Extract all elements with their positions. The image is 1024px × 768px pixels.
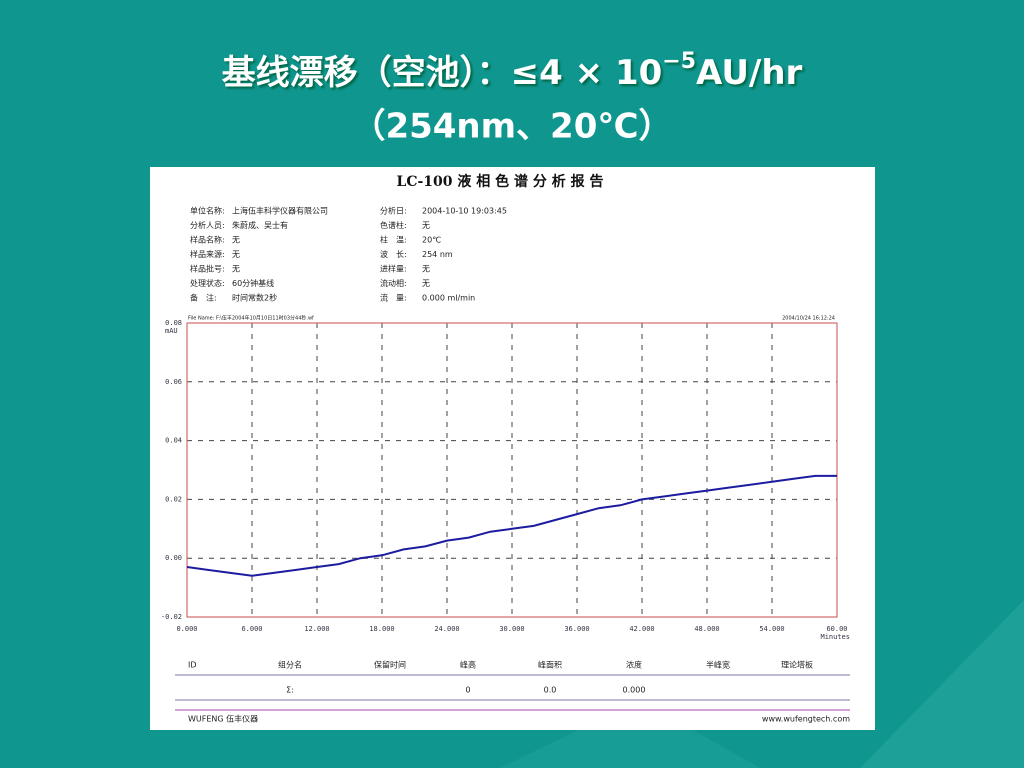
- background-decoration: [500, 700, 760, 768]
- title-unit: AU/hr: [696, 53, 802, 93]
- footer-left: WUFENG 伍丰仪器: [188, 714, 258, 724]
- table-cell: 0.0: [544, 686, 557, 695]
- field-value: 无: [422, 279, 430, 288]
- field-value: 60分钟基线: [232, 278, 274, 288]
- table-header: 浓度: [626, 660, 642, 670]
- y-tick-label: 0.00: [165, 554, 182, 562]
- footer-right: www.wufengtech.com: [762, 715, 850, 724]
- y-tick-label: 0.06: [165, 378, 182, 386]
- field-value: 2004-10-10 19:03:45: [422, 207, 507, 216]
- table-header: 峰高: [460, 660, 476, 670]
- field-value: 0.000 ml/min: [422, 294, 475, 303]
- background-decoration: [860, 600, 1024, 768]
- field-label: 波 长:: [380, 249, 407, 259]
- table-header: ID: [188, 661, 197, 670]
- file-name: File Name: F:\伍丰2004年10月10日11时03分44秒.wf: [188, 315, 314, 322]
- field-value: 朱蔚成、吴士有: [232, 220, 288, 230]
- field-label: 分析人员:: [190, 220, 225, 230]
- field-label: 样品名称:: [190, 235, 225, 245]
- title-main: 基线漂移（空池）：≤4 × 10: [222, 53, 663, 93]
- x-tick-label: 60.00: [826, 625, 847, 633]
- x-tick-label: 48.000: [694, 625, 719, 633]
- field-label: 样品批号:: [190, 264, 225, 274]
- y-tick-label: 0.02: [165, 495, 182, 503]
- x-tick-label: 42.000: [629, 625, 654, 633]
- x-tick-label: 54.000: [759, 625, 784, 633]
- field-label: 分析日:: [380, 206, 407, 216]
- field-value: 无: [232, 250, 240, 259]
- table-header: 保留时间: [374, 660, 406, 670]
- field-value: 无: [422, 265, 430, 274]
- y-tick-label: 0.04: [165, 437, 182, 445]
- field-label: 色谱柱:: [380, 220, 407, 230]
- field-label: 样品来源:: [190, 249, 225, 259]
- slide-title: 基线漂移（空池）：≤4 × 10−5AU/hr: [222, 49, 803, 93]
- table-cell: 0.000: [623, 686, 646, 695]
- x-tick-label: 36.000: [564, 625, 589, 633]
- x-tick-label: 24.000: [434, 625, 459, 633]
- x-tick-label: 0.000: [176, 625, 197, 633]
- table-header: 峰面积: [538, 660, 562, 670]
- report-title: LC-100 液 相 色 谱 分 析 报 告: [396, 173, 603, 190]
- slide-subtitle: （254nm、20℃）: [351, 107, 672, 147]
- table-cell: 0: [465, 686, 470, 695]
- x-tick-label: 12.000: [304, 625, 329, 633]
- field-value: 无: [422, 221, 430, 230]
- baseline-trace: [186, 474, 837, 577]
- field-value: 时间常数2秒: [232, 293, 277, 303]
- field-value: 254 nm: [422, 250, 453, 259]
- field-value: 20℃: [422, 236, 441, 245]
- y-axis-label: mAU: [165, 327, 178, 335]
- x-tick-label: 18.000: [369, 625, 394, 633]
- table-header: 理论塔板: [781, 660, 813, 670]
- x-tick-label: 30.000: [499, 625, 524, 633]
- table-cell: Σ:: [286, 686, 294, 695]
- table-header: 半峰宽: [706, 660, 730, 670]
- table-header: 组分名: [278, 660, 302, 670]
- field-label: 柱 温:: [380, 235, 407, 245]
- field-label: 处理状态:: [190, 278, 225, 288]
- y-tick-label: 0.08: [165, 319, 182, 327]
- x-axis-label: Minutes: [820, 633, 850, 641]
- y-tick-label: -0.02: [161, 613, 182, 621]
- title-superscript: −5: [662, 49, 696, 74]
- field-label: 流 量:: [380, 293, 407, 303]
- field-label: 流动相:: [380, 278, 407, 288]
- field-label: 备 注:: [190, 293, 217, 303]
- x-tick-label: 6.000: [241, 625, 262, 633]
- field-value: 无: [232, 236, 240, 245]
- field-label: 进样量:: [380, 264, 407, 274]
- timestamp: 2004/10/24 16:12:24: [782, 316, 835, 322]
- field-value: 上海伍丰科学仪器有限公司: [232, 206, 328, 216]
- plot-frame: [186, 322, 838, 618]
- field-label: 单位名称:: [190, 206, 225, 216]
- field-value: 无: [232, 265, 240, 274]
